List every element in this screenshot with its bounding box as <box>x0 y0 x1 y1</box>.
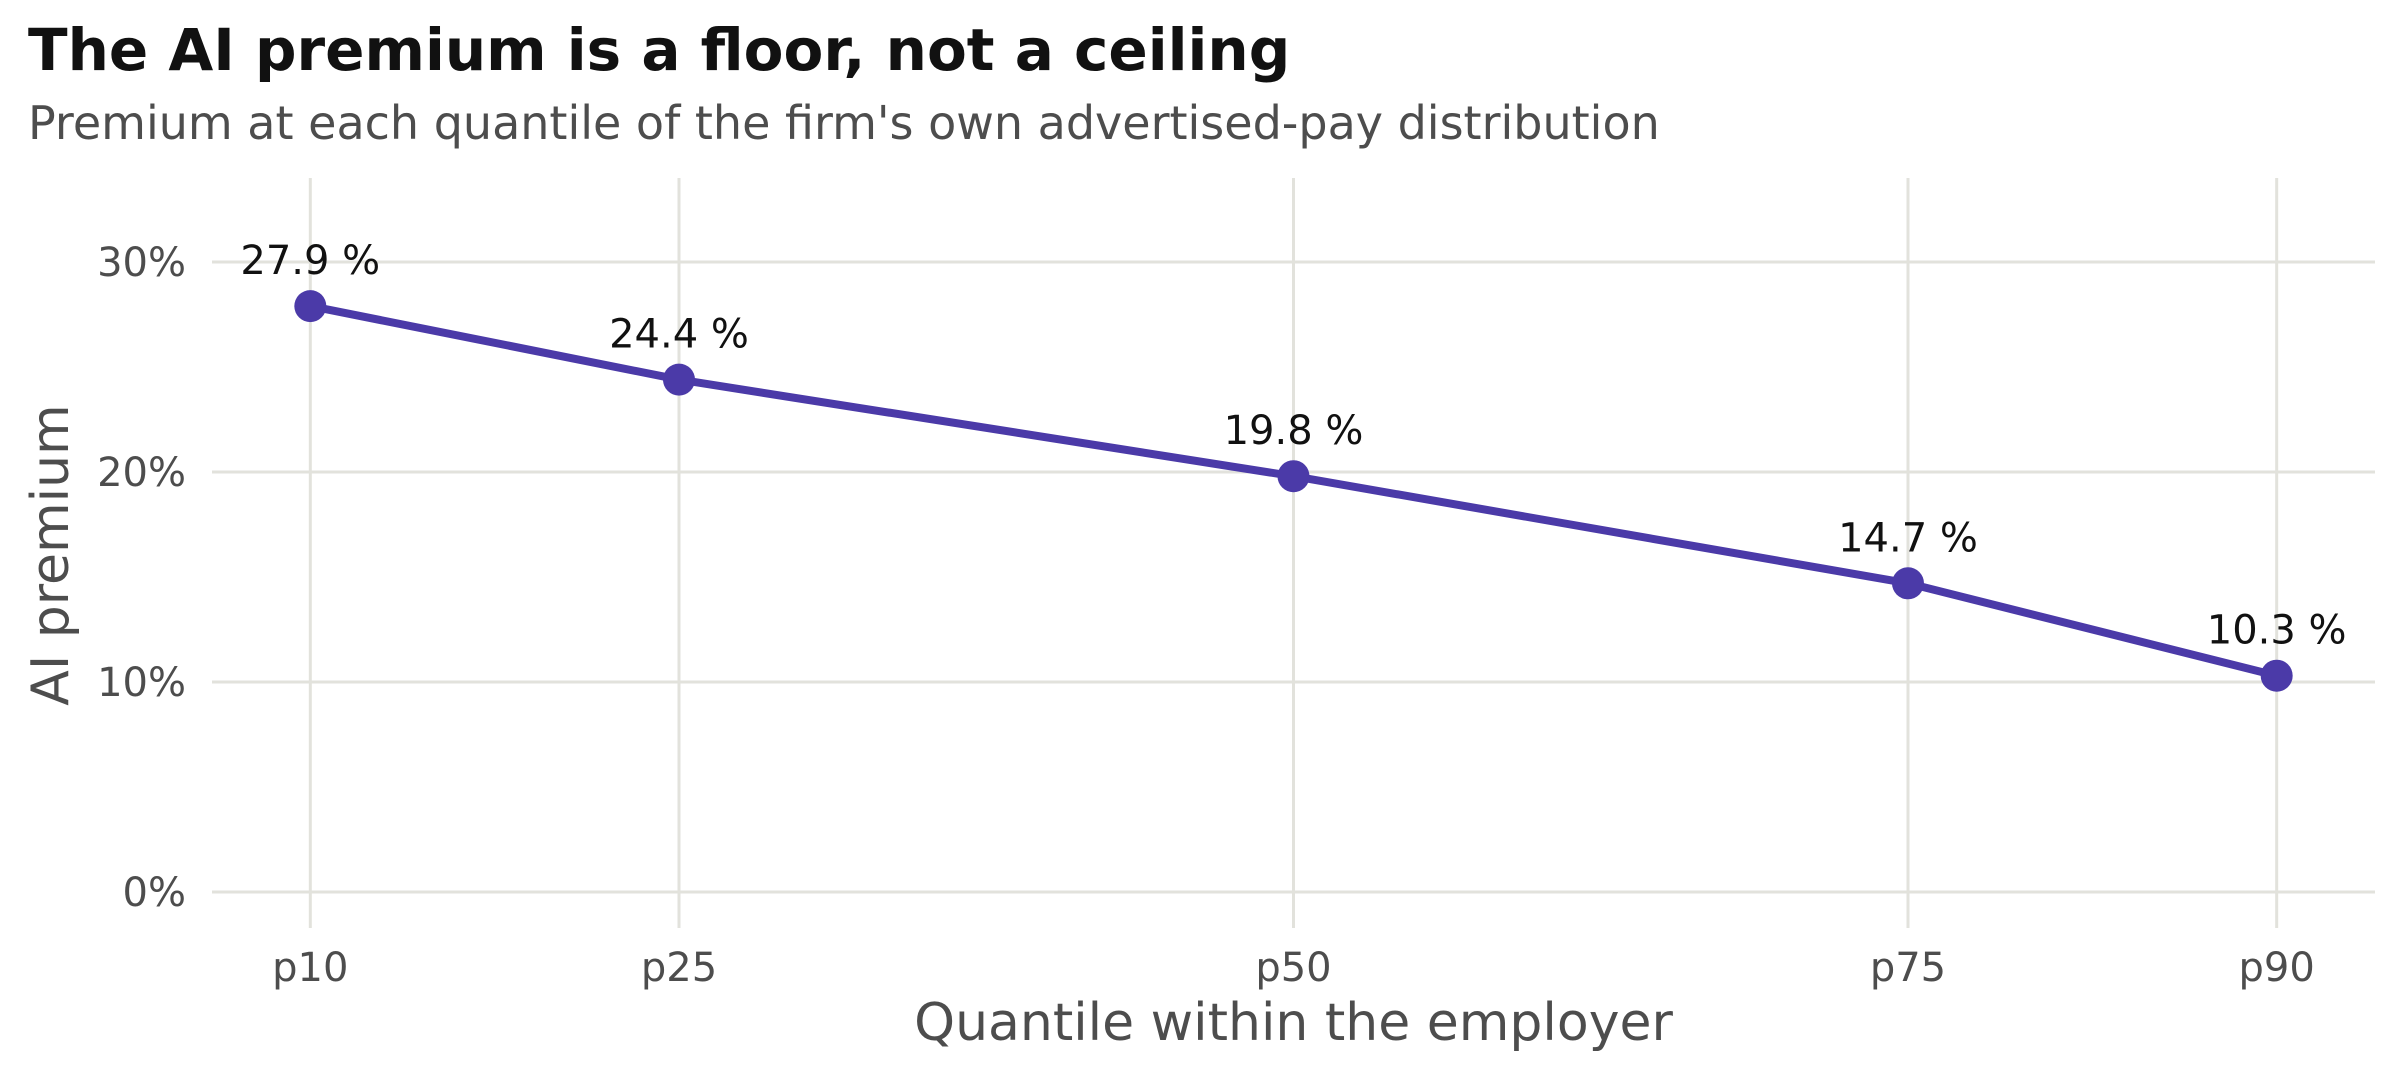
x-tick-label: p75 <box>1870 945 1946 991</box>
y-tick-label: 20% <box>97 450 186 496</box>
x-axis-title: Quantile within the employer <box>914 993 1673 1053</box>
grid-lines <box>212 178 2375 928</box>
data-label: 24.4 % <box>609 312 749 358</box>
chart-subtitle: Premium at each quantile of the firm's o… <box>28 96 1660 150</box>
data-label: 27.9 % <box>240 238 380 284</box>
y-tick-label: 0% <box>123 870 186 916</box>
data-point <box>663 363 696 396</box>
y-axis-ticks: 0% 10% 20% 30% <box>97 240 186 916</box>
data-point <box>2260 659 2293 692</box>
data-label: 14.7 % <box>1838 515 1978 561</box>
x-tick-label: p25 <box>641 945 717 991</box>
data-point <box>294 290 327 323</box>
data-point <box>1277 460 1310 493</box>
x-axis-ticks: p10 p25 p50 p75 p90 <box>272 945 2315 991</box>
y-axis-title: AI premium <box>21 404 81 705</box>
data-labels: 27.9 % 24.4 % 19.8 % 14.7 % 10.3 % <box>240 238 2346 654</box>
y-tick-label: 30% <box>97 240 186 286</box>
x-tick-label: p10 <box>272 945 348 991</box>
data-point <box>1891 567 1924 600</box>
x-tick-label: p50 <box>1255 945 1331 991</box>
series-premium <box>294 290 2293 692</box>
chart-title: The AI premium is a floor, not a ceiling <box>28 16 1291 84</box>
x-tick-label: p90 <box>2239 945 2315 991</box>
data-label: 10.3 % <box>2207 608 2347 654</box>
data-label: 19.8 % <box>1224 408 1364 454</box>
y-tick-label: 10% <box>97 660 186 706</box>
